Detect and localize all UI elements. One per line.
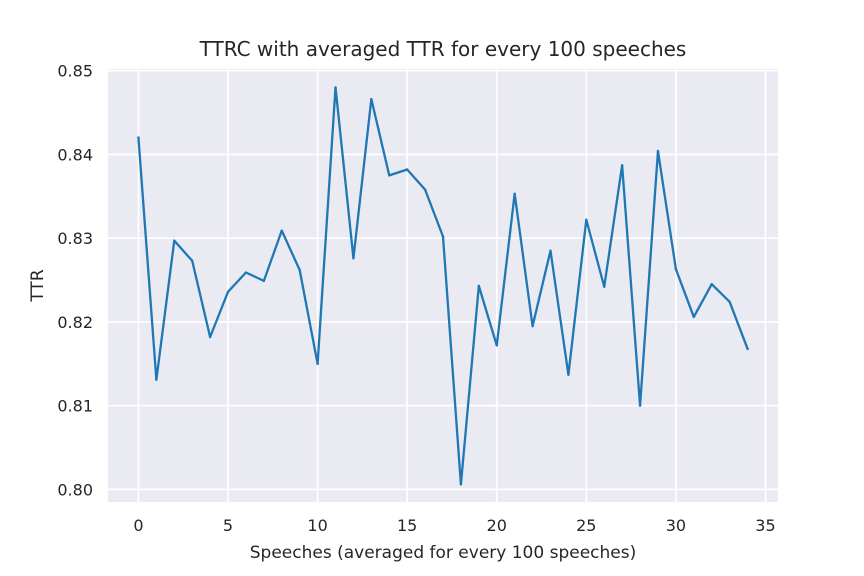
x-tick-label: 5 [223,516,233,535]
y-tick-label: 0.81 [57,397,93,416]
data-point [567,373,570,376]
data-point [405,168,409,171]
y-tick-label: 0.83 [57,229,93,248]
data-point [423,188,427,191]
data-point [549,249,552,252]
x-tick-label: 15 [397,516,417,535]
data-point [137,136,140,139]
data-point [208,335,212,339]
x-tick-label: 35 [755,516,775,535]
data-point [620,164,624,167]
data-point [531,324,534,328]
y-tick-label: 0.85 [57,62,93,81]
data-point [226,290,230,293]
x-axis-label: Speeches (averaged for every 100 speeche… [250,543,636,563]
chart-title: TTRC with averaged TTR for every 100 spe… [199,37,687,61]
x-tick-label: 10 [307,516,327,535]
x-tick-label: 0 [133,516,143,535]
data-point [710,283,713,286]
data-point [603,285,606,288]
data-point [513,192,516,195]
data-point [352,257,355,260]
x-tick-label: 20 [487,516,507,535]
data-point [280,229,283,232]
y-axis-label: TTR [28,269,48,302]
data-point [262,279,266,283]
data-point [190,259,194,262]
data-point [728,300,731,304]
data-point [155,378,158,381]
y-tick-label: 0.82 [57,313,93,332]
data-point [173,239,176,242]
data-point [388,174,391,177]
tick-labels: 0 5 10 15 20 25 30 35 0.80 0.81 0.82 0.83 0.84 0.85 [57,62,775,535]
data-point [674,267,678,271]
data-series [137,86,750,486]
data-point [495,344,498,347]
data-point [692,315,696,319]
data-point [244,271,248,274]
data-point [441,235,445,238]
data-point [316,362,319,366]
data-point [370,97,373,101]
plot-area [108,69,778,502]
x-tick-label: 25 [576,516,596,535]
x-tick-label: 30 [666,516,686,535]
data-point [746,347,749,350]
data-point [459,483,463,486]
data-point [638,404,642,407]
data-point [298,268,301,272]
y-tick-label: 0.80 [57,480,93,499]
data-point [477,284,481,288]
data-point [585,218,588,221]
data-point [334,86,337,89]
data-point [656,149,660,153]
grid-lines [108,69,778,502]
y-tick-label: 0.84 [57,145,93,164]
